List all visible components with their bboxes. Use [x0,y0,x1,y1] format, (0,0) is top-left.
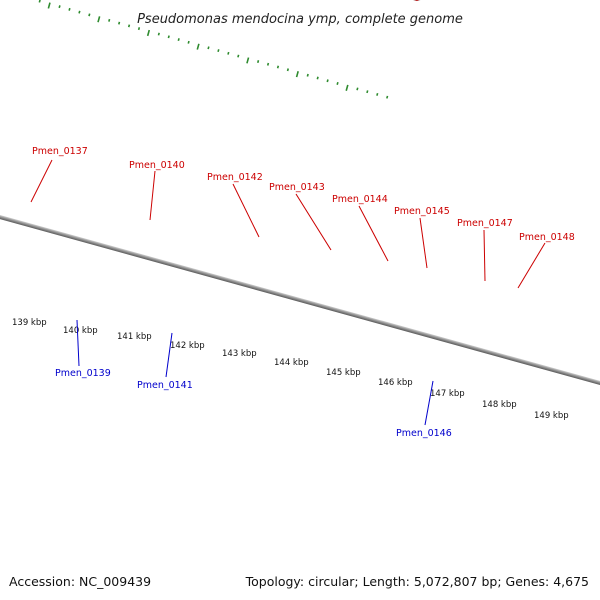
pmen-0145-label: Pmen_0145 [394,206,450,217]
genome-backbone [0,186,600,414]
reverse-ruler-minor-tick [386,95,389,99]
reverse-ruler-minor-tick [78,10,81,14]
reverse-ruler-minor-tick [356,87,359,91]
reverse-ruler-minor-tick [167,35,170,39]
reverse-ruler-minor-tick [118,21,121,25]
reverse-ruler-minor-tick [108,18,111,22]
reverse-ruler-minor-tick [207,46,210,50]
pmen-0146-label: Pmen_0146 [396,428,452,439]
pmen-0148-label: Pmen_0148 [519,232,575,243]
reverse-ruler-minor-tick [326,79,329,83]
tick-label: 147 kbp [430,389,465,399]
tick-marks [38,0,389,99]
pmen-0140-leader-line [149,170,156,221]
pmen-0144-leader-line [358,205,389,262]
tick-label: 143 kbp [222,349,257,359]
reverse-ruler-major-tick [146,29,151,37]
reverse-ruler-minor-tick [187,40,190,44]
tick-label: 140 kbp [63,326,98,336]
pmen-0142-label: Pmen_0142 [207,172,263,183]
pmen-0142-leader-line [232,183,260,238]
reverse-ruler-minor-tick [256,60,260,63]
reverse-ruler-minor-tick [217,49,220,53]
reverse-ruler-minor-tick [137,27,141,31]
pmen-0148-leader-line [517,242,546,289]
gene-forward [389,0,426,2]
reverse-ruler-minor-tick [336,82,339,85]
pmen-0143-leader-line [295,193,332,251]
tick-label: 139 kbp [12,318,47,328]
reverse-ruler-major-tick [246,57,250,64]
gene-forward-body [389,0,426,2]
reverse-ruler-minor-tick [157,32,160,36]
reverse-ruler-minor-tick [306,73,309,77]
tick-labels: 139 kbp 140 kbp 141 kbp 142 kbp 143 kbp 144 k… [12,318,569,421]
reverse-ruler-minor-tick [276,65,280,69]
genome-summary-text: Topology: circular; Length: 5,072,807 bp… [245,574,589,589]
reverse-ruler-minor-tick [366,90,369,94]
sequence-map [0,0,600,414]
pmen-0141-leader-line [165,332,173,378]
reverse-ruler-minor-tick [376,92,379,96]
reverse-ruler-minor-tick [68,7,71,11]
tick-label: 142 kbp [170,341,205,351]
pmen-0137-label: Pmen_0137 [32,146,88,157]
pmen-0145-leader-line [419,217,428,269]
reverse-ruler-minor-tick [237,54,240,58]
reverse-ruler-minor-tick [127,24,131,28]
tick-label: 148 kbp [482,400,517,410]
pmen-0139-label: Pmen_0139 [55,368,111,379]
pmen-0147-leader-line [483,229,486,282]
reverse-ruler-major-tick [97,16,101,23]
accession-text: Accession: NC_009439 [9,574,151,589]
pmen-0143-label: Pmen_0143 [269,182,325,193]
pmen-0139-leader-line [76,319,80,367]
tick-label: 141 kbp [117,332,152,342]
pmen-0144-label: Pmen_0144 [332,194,388,205]
pmen-0147-label: Pmen_0147 [457,218,513,229]
map-title: Pseudomonas mendocina ymp, complete geno… [137,12,463,27]
reverse-ruler-minor-tick [227,51,230,55]
tick-label: 145 kbp [326,368,361,378]
reverse-ruler-major-tick [295,71,299,78]
tick-label: 146 kbp [378,378,413,388]
tick-label: 149 kbp [534,411,569,421]
pmen-0140-label: Pmen_0140 [129,160,185,171]
pmen-0137-leader-line [30,159,53,203]
gene-labels: Pmen_0137 Pmen_0139 Pmen_0140 Pmen_0141 Pmen… [30,146,575,439]
reverse-ruler-major-tick [196,43,200,50]
reverse-ruler-minor-tick [88,13,91,17]
reverse-ruler-minor-tick [286,68,290,72]
reverse-ruler-minor-tick [177,38,180,42]
pmen-0141-label: Pmen_0141 [137,380,193,391]
reverse-ruler-minor-tick [38,0,41,3]
pmen-0146-leader-line [424,380,434,426]
reverse-ruler-major-tick [345,84,349,91]
gene-features [389,0,426,2]
reverse-ruler-minor-tick [266,62,270,66]
tick-label: 144 kbp [274,358,309,368]
reverse-ruler-minor-tick [316,76,319,80]
reverse-ruler-major-tick [47,2,51,9]
reverse-ruler-minor-tick [58,5,61,9]
